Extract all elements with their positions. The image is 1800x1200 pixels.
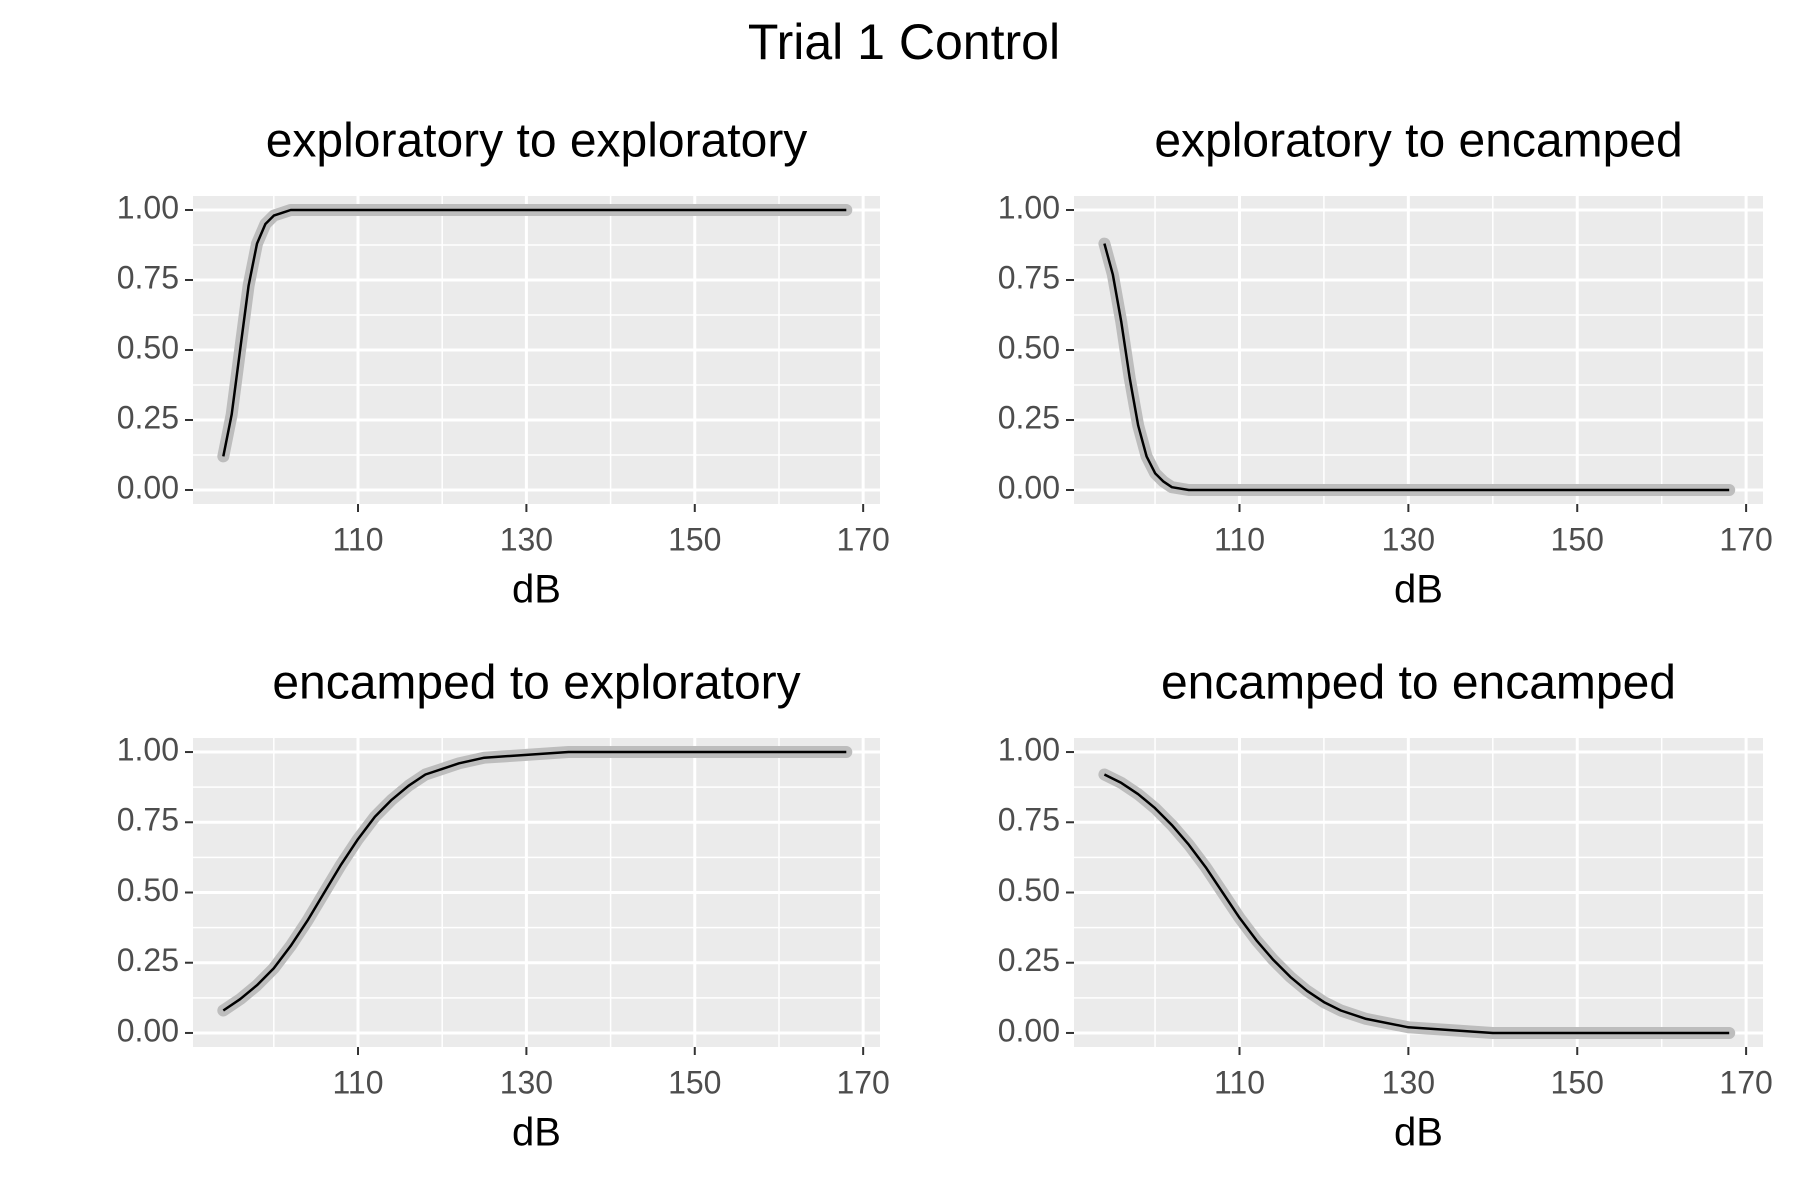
- x-axis-label: dB: [512, 568, 561, 612]
- panel-title: exploratory to encamped: [1154, 115, 1682, 168]
- panel-title: encamped to encamped: [1161, 657, 1676, 710]
- panel-title: encamped to exploratory: [272, 657, 800, 710]
- x-tick-label: 170: [1719, 521, 1772, 557]
- x-tick-label: 110: [1214, 1064, 1265, 1100]
- x-tick-label: 130: [500, 1064, 553, 1100]
- y-tick-label: 0.00: [117, 469, 179, 505]
- y-tick-label: 0.75: [117, 259, 179, 295]
- y-tick-label: 0.75: [998, 259, 1060, 295]
- line: [222, 208, 847, 457]
- y-tick-label: 1.00: [998, 731, 1060, 767]
- figure-title: Trial 1 Control: [748, 14, 1060, 70]
- x-tick-label: 170: [836, 521, 889, 557]
- y-tick-label: 0.00: [117, 1012, 179, 1048]
- x-tick-label: 130: [1382, 1064, 1435, 1100]
- y-tick-label: 0.25: [998, 399, 1060, 435]
- x-tick-label: 110: [333, 1064, 384, 1100]
- x-axis-label: dB: [1394, 568, 1443, 612]
- panel-title: exploratory to exploratory: [266, 115, 808, 168]
- x-tick-label: 110: [1214, 521, 1265, 557]
- y-tick-label: 0.50: [998, 872, 1060, 908]
- y-tick-label: 0.25: [117, 942, 179, 978]
- x-axis-label: dB: [512, 1111, 561, 1155]
- y-tick-label: 0.25: [117, 399, 179, 435]
- x-tick-label: 150: [1551, 521, 1604, 557]
- y-tick-label: 0.75: [117, 802, 179, 838]
- y-tick-label: 0.50: [998, 329, 1060, 365]
- x-tick-label: 130: [1382, 521, 1435, 557]
- y-tick-label: 0.75: [998, 802, 1060, 838]
- line: [1103, 243, 1730, 492]
- x-tick-label: 170: [836, 1064, 889, 1100]
- y-tick-label: 1.00: [117, 189, 179, 225]
- y-tick-label: 0.50: [117, 872, 179, 908]
- x-tick-label: 150: [668, 521, 721, 557]
- x-tick-label: 130: [500, 521, 553, 557]
- line: [1103, 773, 1730, 1035]
- x-tick-label: 150: [1551, 1064, 1604, 1100]
- y-tick-label: 0.25: [998, 942, 1060, 978]
- y-tick-label: 1.00: [998, 189, 1060, 225]
- x-tick-label: 110: [333, 521, 384, 557]
- y-tick-label: 0.00: [998, 469, 1060, 505]
- x-tick-label: 170: [1719, 1064, 1772, 1100]
- y-tick-label: 1.00: [117, 731, 179, 767]
- y-tick-label: 0.50: [117, 329, 179, 365]
- y-tick-label: 0.00: [998, 1012, 1060, 1048]
- x-axis-label: dB: [1394, 1111, 1443, 1155]
- line: [222, 750, 847, 1012]
- x-tick-label: 150: [668, 1064, 721, 1100]
